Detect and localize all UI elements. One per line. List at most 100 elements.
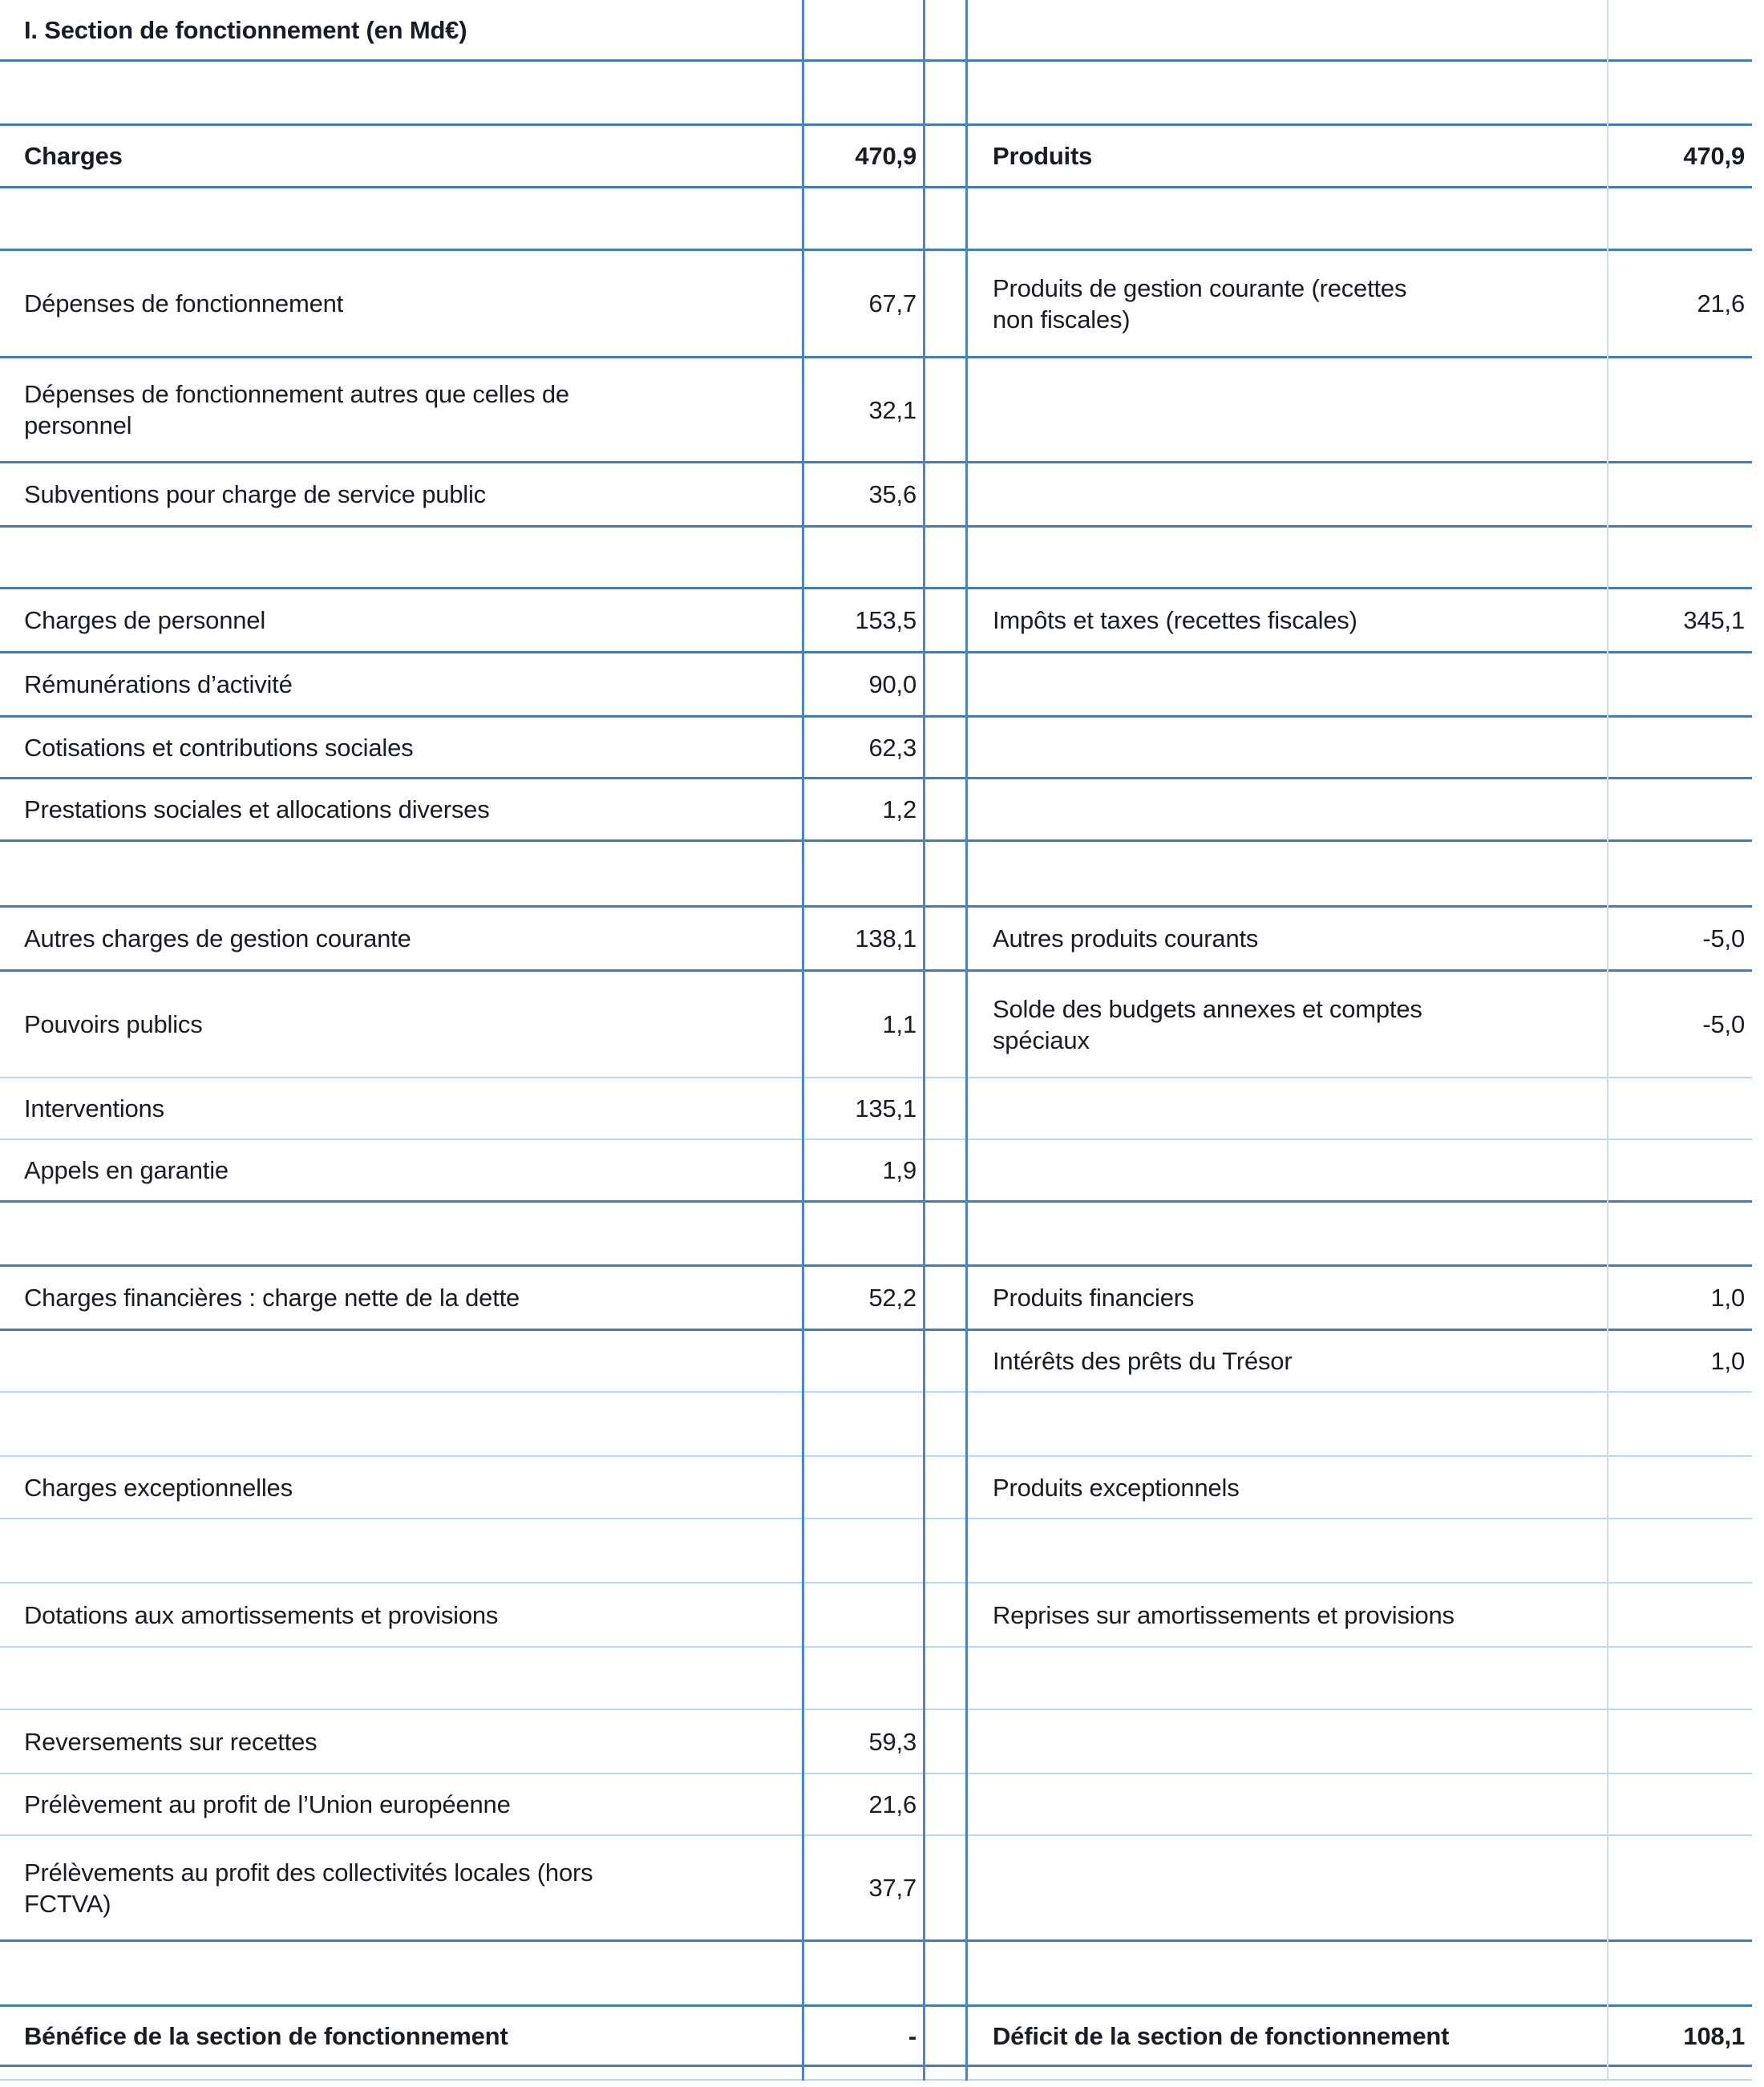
produits-value-cell: 470,9 <box>1683 142 1745 170</box>
charges-label-cell: Autres charges de gestion courante <box>24 924 411 952</box>
charges-label-cell: Dotations aux amortissements et provisio… <box>24 1600 499 1629</box>
table-row: Dépenses de fonctionnement 67,7 Produits… <box>0 251 1752 358</box>
charges-label-cell <box>0 1648 802 1709</box>
gap-cell <box>924 188 967 249</box>
charges-value-cell: 1,2 <box>882 795 917 823</box>
charges-value-cell: 135,1 <box>855 1094 916 1122</box>
produits-value-cell <box>1608 779 1752 839</box>
charges-label-cell: Cotisations et contributions sociales <box>24 733 414 762</box>
charges-label-cell <box>0 842 802 905</box>
charges-label-cell: Subventions pour charge de service publi… <box>24 480 486 508</box>
table-row: Prestations sociales et allocations dive… <box>0 779 1752 842</box>
charges-value-cell: 470,9 <box>855 142 916 170</box>
produits-label-cell <box>967 653 1608 715</box>
produits-value-cell <box>1608 1519 1752 1582</box>
charges-value-cell <box>802 188 924 249</box>
charges-label-cell <box>0 1519 802 1582</box>
produits-label-cell: Déficit de la section de fonctionnement <box>993 2021 1450 2050</box>
charges-label-cell: Charges <box>24 142 123 170</box>
charges-value-cell: 35,6 <box>868 480 916 508</box>
produits-value-cell <box>1608 653 1752 715</box>
produits-value-cell: 345,1 <box>1683 606 1745 634</box>
gap-cell <box>924 358 967 461</box>
table-row: Charges de personnel 153,5 Impôts et tax… <box>0 589 1752 653</box>
gridline-vertical-right-values <box>1607 0 1608 2081</box>
produits-label-cell: Produits exceptionnels <box>993 1473 1240 1502</box>
produits-value-cell <box>1608 463 1752 525</box>
charges-label-cell <box>0 1942 802 2004</box>
charges-value-cell <box>802 1942 924 2004</box>
charges-label-cell <box>0 1331 802 1391</box>
produits-value-cell <box>1608 1203 1752 1264</box>
produits-label-cell <box>967 1774 1608 1834</box>
gap-cell <box>924 528 967 587</box>
produits-label-cell <box>967 2067 1608 2079</box>
gap-cell <box>924 842 967 905</box>
gap-cell <box>924 589 967 651</box>
charges-value-cell: 62,3 <box>868 733 916 762</box>
produits-value-cell <box>1608 842 1752 905</box>
charges-label-cell <box>0 1393 802 1455</box>
produits-label-cell: Produits financiers <box>993 1284 1195 1312</box>
charges-value-cell <box>802 528 924 587</box>
gap-cell <box>924 1457 967 1518</box>
produits-value-cell <box>1608 1836 1752 1939</box>
gap-cell <box>924 1648 967 1709</box>
produits-value-cell <box>1608 1942 1752 2004</box>
table-row: Appels en garantie 1,9 <box>0 1140 1752 1203</box>
charges-label-cell: Appels en garantie <box>24 1156 229 1184</box>
produits-value-cell: -5,0 <box>1702 1010 1745 1038</box>
produits-label-cell <box>967 463 1608 525</box>
charges-value-cell <box>802 842 924 905</box>
gap-cell <box>924 718 967 777</box>
charges-value-cell <box>802 1519 924 1582</box>
charges-value-cell: 90,0 <box>868 670 916 698</box>
gap-cell <box>924 1519 967 1582</box>
charges-label-cell: Charges exceptionnelles <box>24 1473 293 1502</box>
produits-label-cell: Autres produits courants <box>993 924 1259 952</box>
produits-label-cell: Intérêts des prêts du Trésor <box>993 1347 1293 1375</box>
table-row: Charges financières : charge nette de la… <box>0 1267 1752 1331</box>
gap-cell <box>924 2007 967 2065</box>
charges-value-cell: 21,6 <box>868 1790 916 1818</box>
charges-label-cell <box>0 528 802 587</box>
produits-value-cell <box>1608 1457 1752 1518</box>
charges-label-cell: Prélèvements au profit des collectivités… <box>24 1858 593 1918</box>
table-row: Subventions pour charge de service publi… <box>0 463 1752 528</box>
produits-label-cell: Solde des budgets annexes et comptes spé… <box>993 994 1422 1054</box>
produits-label-cell <box>967 1203 1608 1264</box>
gap-cell <box>924 0 967 59</box>
charges-value-cell: 153,5 <box>855 606 916 634</box>
produits-label-cell <box>967 1836 1608 1939</box>
charges-value-cell: 32,1 <box>868 395 916 424</box>
gap-cell <box>924 1078 967 1139</box>
gap-cell <box>924 1942 967 2004</box>
gap-cell <box>924 2067 967 2079</box>
produits-value-cell: 108,1 <box>1683 2021 1745 2050</box>
produits-value-cell <box>1608 528 1752 587</box>
charges-label-cell: Interventions <box>24 1094 164 1122</box>
produits-label-cell: Produits <box>993 142 1093 170</box>
charges-value-cell: 59,3 <box>868 1727 916 1756</box>
produits-label-cell <box>967 528 1608 587</box>
produits-label-cell: Reprises sur amortissements et provision… <box>993 1600 1454 1629</box>
produits-label-cell <box>967 1519 1608 1582</box>
charges-value-cell: 37,7 <box>868 1874 916 1902</box>
produits-value-cell <box>1608 1710 1752 1773</box>
produits-label-cell <box>967 1710 1608 1773</box>
charges-value-cell: 1,9 <box>882 1156 917 1184</box>
produits-label-cell <box>967 842 1608 905</box>
produits-label-cell <box>967 1140 1608 1200</box>
gap-cell <box>924 463 967 525</box>
produits-value-cell <box>1608 1140 1752 1200</box>
table-row: Autres charges de gestion courante 138,1… <box>0 908 1752 972</box>
charges-value-cell <box>802 2067 924 2079</box>
produits-label-cell: Produits de gestion courante (recettes n… <box>993 273 1407 334</box>
produits-label-cell <box>967 779 1608 839</box>
table-row: Prélèvement au profit de l’Union europée… <box>0 1774 1752 1836</box>
charges-value-cell: 1,1 <box>882 1010 917 1038</box>
charges-value-cell: 52,2 <box>868 1284 916 1312</box>
produits-label-cell <box>967 0 1608 59</box>
table-row: Charges 470,9 Produits 470,9 <box>0 126 1752 188</box>
